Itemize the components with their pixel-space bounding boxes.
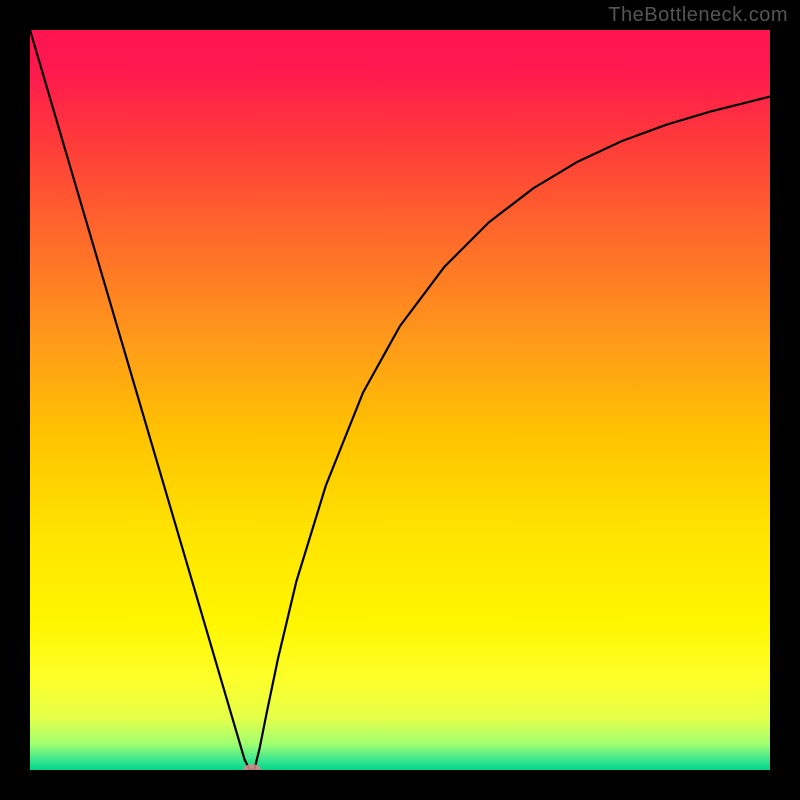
watermark-text: TheBottleneck.com bbox=[608, 4, 788, 27]
gradient-background bbox=[30, 30, 770, 770]
chart-container: TheBottleneck.com bbox=[0, 0, 800, 800]
plot-svg bbox=[30, 30, 770, 770]
plot-area bbox=[30, 30, 770, 770]
